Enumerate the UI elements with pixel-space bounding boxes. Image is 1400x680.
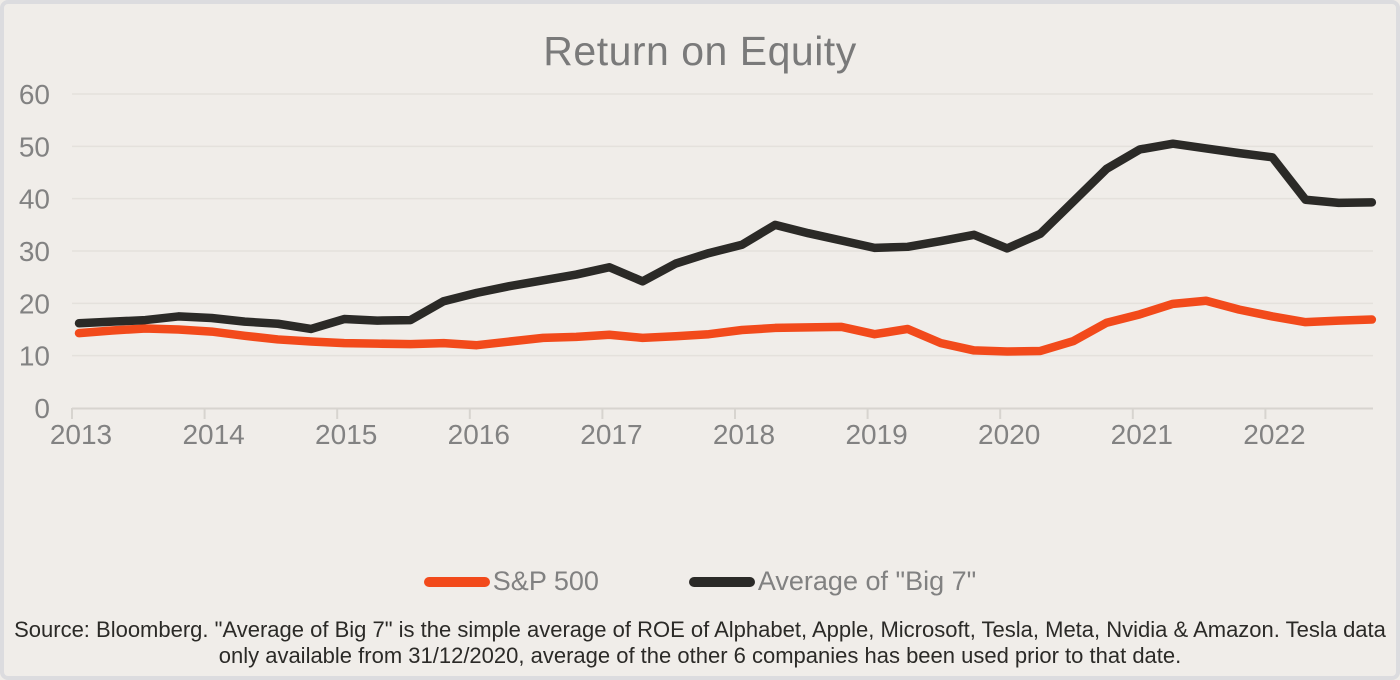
y-axis-label: 0 [34, 393, 50, 424]
legend-label-sp500: S&P 500 [492, 566, 599, 596]
chart-title: Return on Equity [543, 28, 857, 74]
line-big7 [74, 139, 1377, 334]
x-axis-label: 2013 [50, 419, 112, 450]
x-axis-label: 2017 [580, 419, 642, 450]
y-axis-label: 40 [19, 184, 50, 215]
legend-item-big7: Average of "Big 7" [688, 566, 977, 597]
legend-item-sp500: S&P 500 [423, 566, 599, 597]
x-axis-label: 2021 [1111, 419, 1173, 450]
y-axis-label: 20 [19, 288, 50, 319]
big7-line-swatch [688, 576, 755, 587]
x-axis-label: 2015 [315, 419, 377, 450]
y-axis-label: 30 [19, 236, 50, 267]
x-axis-label: 2014 [182, 419, 244, 450]
legend: S&P 500 Average of "Big 7" [0, 566, 1400, 597]
source-footnote: Source: Bloomberg. "Average of Big 7" is… [0, 617, 1400, 669]
line-sp500 [74, 296, 1377, 356]
x-axis-label: 2019 [845, 419, 907, 450]
y-axis-label: 60 [19, 79, 50, 110]
sp500-line-swatch [423, 576, 490, 587]
x-axis-label: 2020 [978, 419, 1040, 450]
x-axis-label: 2016 [448, 419, 510, 450]
y-axis-label: 50 [19, 131, 50, 162]
x-axis-label: 2018 [713, 419, 775, 450]
roe-line-chart: 0 10 20 30 40 50 60 2013 2014 2015 2016 2017 2018 201… [19, 79, 1377, 450]
x-axis-label: 2022 [1243, 419, 1305, 450]
y-axis-label: 10 [19, 341, 50, 372]
legend-label-big7: Average of "Big 7" [757, 566, 977, 596]
footnote-line-1: Source: Bloomberg. "Average of Big 7" is… [14, 617, 1386, 642]
footnote-line-2: only available from 31/12/2020, average … [218, 643, 1182, 668]
